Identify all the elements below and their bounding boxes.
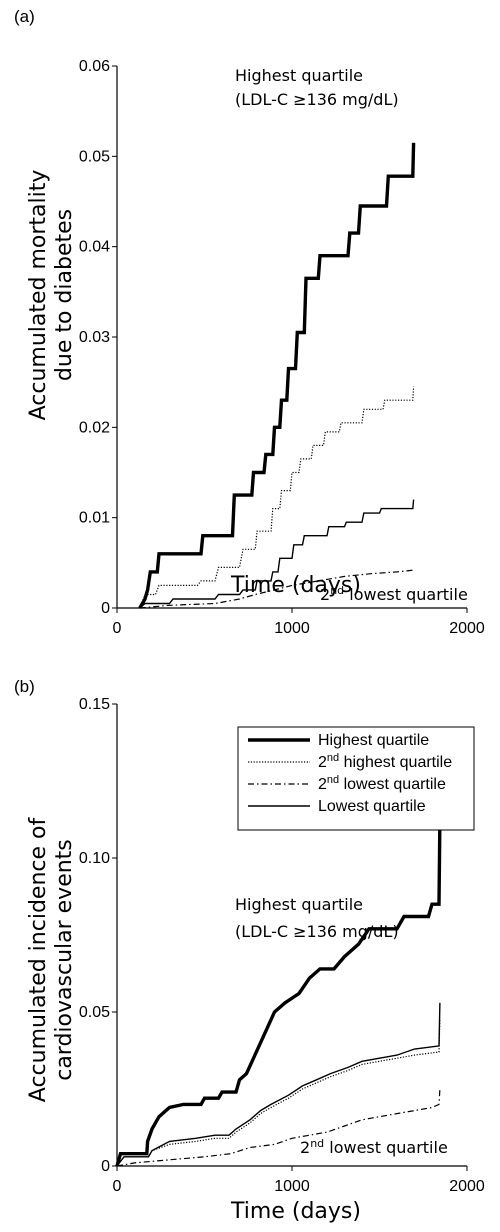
series-line-solid: [116, 1002, 441, 1167]
y-tick-label: 0.02: [79, 419, 110, 436]
y-axis-title-line: Accumulated incidence of: [26, 817, 51, 1103]
y-tick-label: 0.01: [79, 510, 110, 527]
x-tick-label: 1000: [274, 620, 310, 637]
series-line-solid: [139, 499, 415, 609]
legend: Highest quartile 2nd highest quartile 2nd …: [237, 726, 475, 831]
y-tick-label: 0.05: [79, 148, 110, 165]
y-tick-label: 0.06: [79, 58, 110, 75]
y-axis-title-line: cardiovascular events: [52, 839, 77, 1081]
y-axis-title: Accumulated mortality due to diabetes: [26, 170, 77, 421]
panel-label: (a): [14, 7, 35, 26]
y-tick-label: 0: [101, 1158, 110, 1175]
legend-box: [237, 726, 475, 831]
annotation-2nd-lowest-quartile: 2nd lowest quartile: [320, 584, 468, 604]
panel-label: (b): [14, 677, 35, 696]
series-line-highest: [115, 817, 442, 1167]
y-axis-title-line: Accumulated mortality: [26, 170, 51, 421]
series-line-dotted: [139, 386, 415, 609]
x-axis-title: Time (days): [230, 1199, 361, 1224]
legend-label-solid: Lowest quartile: [318, 798, 426, 815]
annotation-highest-quartile: (LDL-C ≥136 mg/dL): [235, 90, 399, 109]
series-line-dashdot: [116, 1088, 441, 1167]
y-tick-label: 0.05: [79, 1004, 110, 1021]
y-tick-label: 0.04: [79, 239, 110, 256]
y-tick-label: 0.03: [79, 329, 110, 346]
y-tick-label: 0.10: [79, 850, 110, 867]
x-tick-label: 0: [113, 1178, 122, 1195]
chart-panel-0: (a) 0 0.01 0.02 0.03 0.04 0.05 0.06 0 1000 2000 Acc…: [14, 7, 485, 637]
y-tick-label: 0.15: [79, 696, 110, 713]
y-axis-title: Accumulated incidence of cardiovascular e…: [26, 817, 77, 1103]
y-tick-label: 0: [101, 600, 110, 617]
x-axis-title: Time (days): [230, 573, 361, 598]
x-tick-label: 1000: [274, 1178, 310, 1195]
legend-label-dashdot: 2nd lowest quartile: [318, 774, 446, 793]
chart-panel-1: (b) 0 0.05 0.10 0.15 0 1000 2000 Accumulated inc…: [14, 677, 485, 1224]
annotation-2nd-lowest-quartile: 2nd lowest quartile: [300, 1137, 448, 1157]
x-tick-label: 0: [113, 620, 122, 637]
annotation-highest-quartile: Highest quartile: [235, 895, 363, 914]
legend-label-highest: Highest quartile: [318, 732, 429, 749]
x-tick-label: 2000: [449, 620, 485, 637]
annotation-highest-quartile: Highest quartile: [235, 66, 363, 85]
x-tick-label: 2000: [449, 1178, 485, 1195]
series-line-dotted: [116, 1018, 441, 1167]
annotation-highest-quartile: (LDL-C ≥136 mg/dL): [235, 922, 399, 941]
series-line-dashdot: [139, 569, 414, 609]
legend-label-dotted: 2nd highest quartile: [318, 752, 452, 771]
y-axis-title-line: due to diabetes: [52, 209, 77, 381]
series-line-highest: [138, 142, 416, 609]
